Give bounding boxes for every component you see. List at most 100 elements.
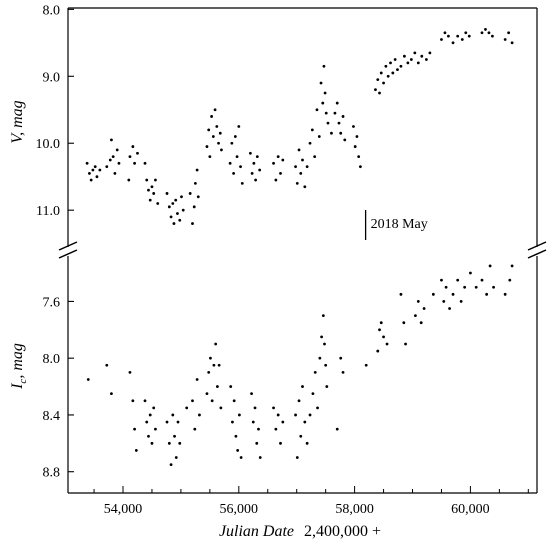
- v-data-point: [391, 71, 395, 75]
- v-data-point: [484, 28, 487, 31]
- ic-data-point: [463, 285, 467, 289]
- ic-data-point: [510, 264, 514, 268]
- ic-data-point: [232, 399, 236, 403]
- v-data-point: [133, 161, 136, 165]
- v-data-point: [352, 125, 355, 128]
- xtick-label: 54,000: [104, 502, 143, 517]
- ic-data-point: [86, 378, 90, 381]
- x-axis-title: Julian Date 2,400,000 +: [219, 523, 381, 540]
- ic-data-point: [272, 406, 275, 410]
- ic-data-point: [210, 399, 214, 403]
- v-data-point: [276, 155, 280, 159]
- v-axis-title-unit: , mag: [9, 100, 26, 136]
- xtick-label: 56,000: [220, 502, 259, 517]
- v-ytick-label: 8.0: [43, 3, 61, 18]
- xtick-label: 58,000: [335, 502, 374, 517]
- ic-axis-title-unit: , mag: [9, 343, 26, 379]
- x-axis-title-main: Julian Date: [219, 523, 294, 540]
- v-data-point: [333, 111, 337, 115]
- ic-data-point: [147, 434, 150, 438]
- axis-break-left: [58, 241, 78, 259]
- ic-data-point: [324, 363, 328, 367]
- ic-data-point: [131, 399, 135, 403]
- v-data-point: [416, 61, 420, 65]
- ic-data-point: [250, 392, 253, 396]
- v-band-points: [85, 28, 514, 225]
- ic-data-point: [376, 349, 380, 353]
- v-data-point: [113, 171, 117, 175]
- v-data-point: [308, 141, 312, 145]
- v-data-point: [321, 101, 325, 105]
- ic-data-point: [364, 363, 368, 367]
- ic-data-point: [217, 363, 221, 367]
- ic-data-point: [308, 413, 312, 417]
- v-data-point: [337, 121, 341, 125]
- v-data-point: [248, 151, 252, 155]
- ic-data-point: [169, 463, 173, 467]
- v-data-point: [464, 31, 468, 35]
- ic-data-point: [176, 420, 180, 424]
- v-data-point: [258, 168, 262, 172]
- ic-data-point: [295, 456, 299, 459]
- ic-data-point: [459, 300, 463, 303]
- ic-data-point: [294, 413, 297, 417]
- v-data-point: [310, 128, 314, 132]
- v-data-point: [233, 135, 237, 138]
- ic-data-point: [193, 427, 197, 431]
- v-data-point: [191, 222, 194, 225]
- ic-data-point: [321, 314, 325, 318]
- v-data-point: [274, 178, 278, 182]
- v-data-point: [281, 158, 285, 162]
- ic-axis-title-sub: c: [17, 379, 29, 384]
- ic-data-point: [503, 292, 507, 296]
- v-data-point: [192, 205, 196, 209]
- v-data-point: [205, 145, 209, 148]
- v-data-point: [174, 198, 178, 202]
- ic-data-point: [205, 392, 209, 396]
- ic-data-point: [185, 406, 189, 410]
- v-data-point: [379, 71, 383, 75]
- xtick-label: 60,000: [451, 502, 490, 517]
- v-data-point: [374, 88, 377, 92]
- v-data-point: [88, 171, 91, 175]
- ic-data-point: [469, 271, 472, 275]
- v-data-point: [440, 38, 443, 41]
- v-data-point: [210, 115, 213, 118]
- v-data-point: [294, 165, 297, 169]
- v-data-point: [425, 58, 428, 61]
- v-data-point: [150, 185, 154, 189]
- ic-data-point: [229, 385, 233, 388]
- v-data-point: [503, 38, 507, 41]
- v-data-point: [208, 155, 212, 159]
- v-data-point: [235, 155, 239, 159]
- v-data-point: [272, 161, 275, 165]
- ic-data-point: [485, 292, 489, 296]
- v-ytick-label: 11.0: [36, 204, 60, 219]
- v-data-point: [299, 171, 303, 175]
- v-data-point: [154, 178, 157, 182]
- ic-data-point: [219, 406, 223, 410]
- ic-data-point: [303, 420, 307, 424]
- v-data-point: [85, 161, 89, 165]
- v-data-point: [403, 54, 406, 58]
- v-data-point: [384, 64, 388, 68]
- v-data-point: [105, 165, 109, 169]
- v-data-point: [117, 161, 121, 165]
- v-data-point: [315, 108, 319, 112]
- ic-data-point: [422, 307, 426, 310]
- v-data-point: [93, 165, 97, 169]
- ic-data-point: [442, 300, 446, 303]
- ic-ytick-label: 8.8: [43, 466, 61, 481]
- ic-data-point: [152, 406, 156, 410]
- v-data-point: [386, 74, 390, 78]
- v-data-point: [115, 148, 119, 152]
- v-data-point: [136, 151, 139, 155]
- v-data-point: [409, 58, 413, 61]
- ic-data-point: [382, 335, 385, 339]
- v-data-point: [147, 188, 150, 192]
- v-data-point: [195, 168, 199, 172]
- ic-axis-title: Ic, mag: [9, 343, 29, 390]
- v-data-point: [339, 131, 343, 135]
- v-data-point: [98, 168, 102, 172]
